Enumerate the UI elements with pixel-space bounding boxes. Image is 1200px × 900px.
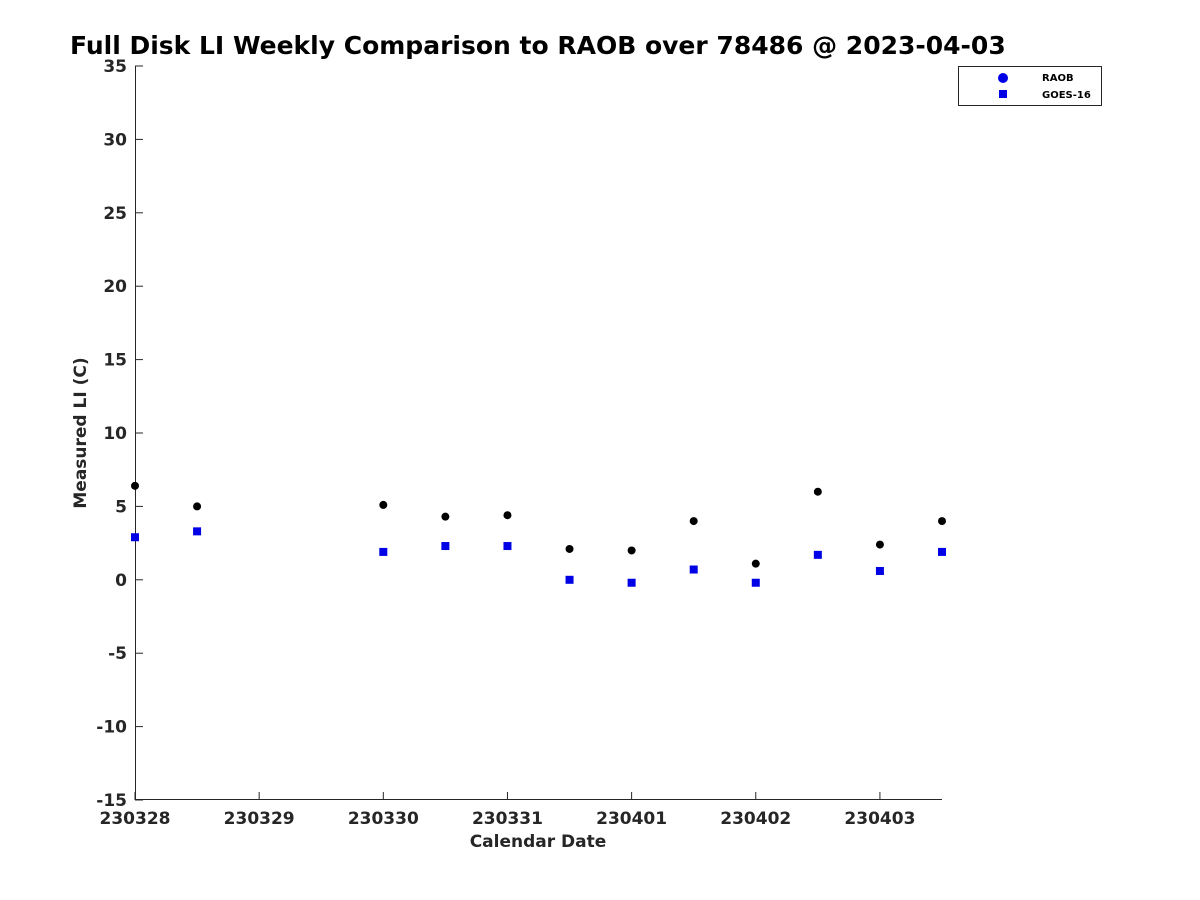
goes16-point <box>131 533 139 542</box>
raob-point <box>627 546 636 555</box>
chart-title: Full Disk LI Weekly Comparison to RAOB o… <box>70 31 1006 60</box>
y-tick-label: 25 <box>103 204 127 224</box>
raob-point <box>689 517 698 526</box>
x-tick-label: 230401 <box>596 809 667 829</box>
goes16-point <box>193 527 202 536</box>
y-tick-label: 15 <box>103 351 127 371</box>
raob-point <box>938 517 946 526</box>
y-axis-ticks: 35 30 25 20 15 10 5 0 -5 -10 -15 <box>96 57 143 811</box>
legend-box <box>958 66 1102 106</box>
x-tick-label: 230330 <box>348 809 419 829</box>
raob-point <box>503 511 512 520</box>
x-tick-label: 230403 <box>844 809 915 829</box>
goes16-point <box>565 575 574 584</box>
raob-point <box>379 500 388 509</box>
raob-point <box>751 559 760 568</box>
goes16-point <box>689 565 698 574</box>
x-tick-label: 230329 <box>224 809 295 829</box>
raob-point <box>813 487 822 496</box>
goes16-point <box>751 578 760 587</box>
goes16-point <box>503 542 512 551</box>
x-axis-label: Calendar Date <box>470 832 607 852</box>
y-tick-label: 5 <box>115 497 127 517</box>
y-tick-label: -5 <box>108 644 127 664</box>
x-tick-label: 230331 <box>472 809 543 829</box>
y-tick-label: 0 <box>115 571 127 591</box>
goes16-point <box>441 542 450 551</box>
y-axis-label: Measured LI (C) <box>71 357 91 508</box>
raob-point <box>193 502 202 511</box>
raob-point <box>131 481 139 490</box>
legend-marker-raob <box>998 73 1008 83</box>
goes16-point <box>875 566 884 575</box>
legend-marker-goes16 <box>999 90 1007 98</box>
y-tick-label: -15 <box>96 791 127 811</box>
y-tick-label: 30 <box>103 130 127 150</box>
x-axis-ticks: 230328 230329 230330 230331 230401 230402 2304… <box>100 792 915 829</box>
y-tick-label: 35 <box>103 57 127 77</box>
goes16-point <box>627 578 636 587</box>
goes16-point <box>379 547 388 556</box>
legend-label-goes16: GOES-16 <box>1042 90 1091 101</box>
legend: RAOB GOES-16 <box>958 66 1102 106</box>
y-tick-label: 20 <box>103 277 127 297</box>
x-tick-label: 230402 <box>720 809 791 829</box>
legend-label-raob: RAOB <box>1042 73 1074 84</box>
goes16-point <box>938 547 946 556</box>
raob-point <box>441 512 450 521</box>
goes16-point <box>813 550 822 559</box>
raob-point <box>565 544 574 553</box>
x-tick-label: 230328 <box>100 809 171 829</box>
y-tick-label: -10 <box>96 718 127 738</box>
raob-point <box>875 540 884 549</box>
y-tick-label: 10 <box>103 424 127 444</box>
data-marks <box>131 481 946 587</box>
